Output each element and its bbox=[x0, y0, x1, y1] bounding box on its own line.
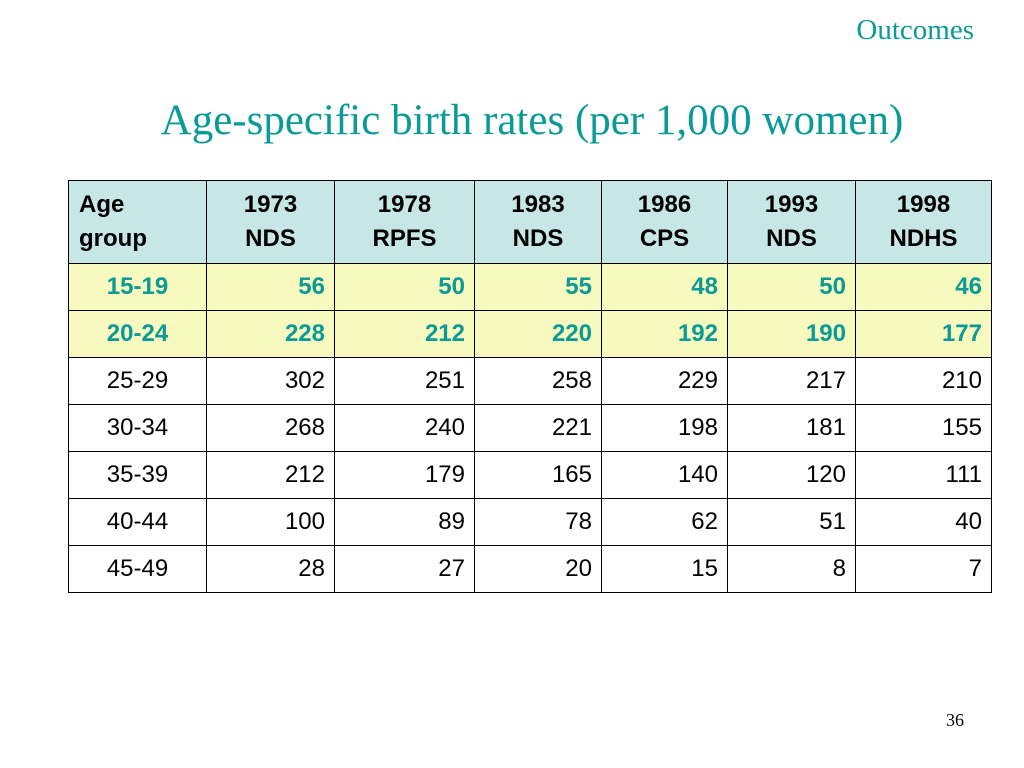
age-group-cell: 20-24 bbox=[68, 310, 207, 358]
column-header-1978: 1978 RPFS bbox=[334, 180, 475, 264]
rate-cell: 192 bbox=[601, 310, 728, 358]
rate-cell: 56 bbox=[206, 263, 335, 311]
rate-cell: 120 bbox=[727, 451, 856, 499]
rate-cell: 212 bbox=[206, 451, 335, 499]
column-header-1998: 1998 NDHS bbox=[855, 180, 992, 264]
rate-cell: 100 bbox=[206, 498, 335, 546]
rate-cell: 155 bbox=[855, 404, 992, 452]
rate-cell: 229 bbox=[601, 357, 728, 405]
age-group-cell: 30-34 bbox=[68, 404, 207, 452]
rate-cell: 212 bbox=[334, 310, 475, 358]
rate-cell: 50 bbox=[727, 263, 856, 311]
column-header-1983: 1983 NDS bbox=[474, 180, 602, 264]
rate-cell: 190 bbox=[727, 310, 856, 358]
rate-cell: 20 bbox=[474, 545, 602, 593]
rate-cell: 140 bbox=[601, 451, 728, 499]
rate-cell: 111 bbox=[855, 451, 992, 499]
page-number: 36 bbox=[946, 710, 964, 730]
rate-cell: 258 bbox=[474, 357, 602, 405]
column-header-1973: 1973 NDS bbox=[206, 180, 335, 264]
rate-cell: 251 bbox=[334, 357, 475, 405]
table-row: 40-44 100 89 78 62 51 40 bbox=[68, 498, 992, 546]
rate-cell: 181 bbox=[727, 404, 856, 452]
table-row: 15-19 56 50 55 48 50 46 bbox=[68, 263, 992, 311]
rate-cell: 51 bbox=[727, 498, 856, 546]
rate-cell: 8 bbox=[727, 545, 856, 593]
rate-cell: 28 bbox=[206, 545, 335, 593]
age-group-cell: 25-29 bbox=[68, 357, 207, 405]
rate-cell: 302 bbox=[206, 357, 335, 405]
rate-cell: 46 bbox=[855, 263, 992, 311]
birth-rates-table: Age group 1973 NDS 1978 RPFS 1983 NDS 19… bbox=[68, 180, 992, 593]
column-header-age-group: Age group bbox=[68, 180, 207, 264]
rate-cell: 240 bbox=[334, 404, 475, 452]
rate-cell: 7 bbox=[855, 545, 992, 593]
rate-cell: 210 bbox=[855, 357, 992, 405]
rate-cell: 177 bbox=[855, 310, 992, 358]
rate-cell: 198 bbox=[601, 404, 728, 452]
table-body: 15-19 56 50 55 48 50 46 20-24 228 212 220 192 190 177… bbox=[68, 263, 992, 593]
rate-cell: 27 bbox=[334, 545, 475, 593]
rate-cell: 78 bbox=[474, 498, 602, 546]
age-group-cell: 15-19 bbox=[68, 263, 207, 311]
rate-cell: 50 bbox=[334, 263, 475, 311]
rate-cell: 165 bbox=[474, 451, 602, 499]
age-group-cell: 35-39 bbox=[68, 451, 207, 499]
rate-cell: 220 bbox=[474, 310, 602, 358]
rate-cell: 15 bbox=[601, 545, 728, 593]
table-row: 35-39 212 179 165 140 120 111 bbox=[68, 451, 992, 499]
table-header-row: Age group 1973 NDS 1978 RPFS 1983 NDS 19… bbox=[68, 180, 992, 264]
rate-cell: 48 bbox=[601, 263, 728, 311]
rate-cell: 228 bbox=[206, 310, 335, 358]
rate-cell: 89 bbox=[334, 498, 475, 546]
rate-cell: 268 bbox=[206, 404, 335, 452]
column-header-1986: 1986 CPS bbox=[601, 180, 728, 264]
table-row: 45-49 28 27 20 15 8 7 bbox=[68, 545, 992, 593]
table-row: 25-29 302 251 258 229 217 210 bbox=[68, 357, 992, 405]
age-group-cell: 45-49 bbox=[68, 545, 207, 593]
section-label: Outcomes bbox=[856, 14, 974, 46]
column-header-1993: 1993 NDS bbox=[727, 180, 856, 264]
rate-cell: 40 bbox=[855, 498, 992, 546]
age-group-cell: 40-44 bbox=[68, 498, 207, 546]
rate-cell: 217 bbox=[727, 357, 856, 405]
rate-cell: 221 bbox=[474, 404, 602, 452]
rate-cell: 55 bbox=[474, 263, 602, 311]
rate-cell: 62 bbox=[601, 498, 728, 546]
table-row: 30-34 268 240 221 198 181 155 bbox=[68, 404, 992, 452]
slide-title: Age-specific birth rates (per 1,000 wome… bbox=[160, 97, 904, 144]
rate-cell: 179 bbox=[334, 451, 475, 499]
table-row: 20-24 228 212 220 192 190 177 bbox=[68, 310, 992, 358]
